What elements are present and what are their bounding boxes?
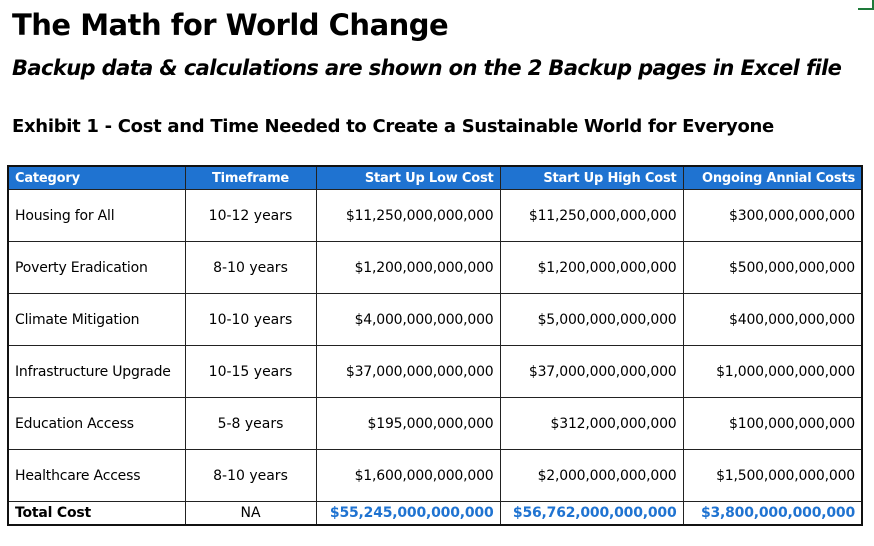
cell-category[interactable]: Housing for All xyxy=(7,189,186,242)
cell-timeframe[interactable]: 5-8 years xyxy=(184,397,317,450)
cell-low-cost[interactable]: $1,600,000,000,000 xyxy=(315,449,501,502)
exhibit-title: Exhibit 1 - Cost and Time Needed to Crea… xyxy=(12,116,774,137)
cell-category[interactable]: Poverty Eradication xyxy=(7,241,186,294)
table-row: Poverty Eradication 8-10 years $1,200,00… xyxy=(7,241,863,294)
total-timeframe[interactable]: NA xyxy=(184,501,317,526)
cell-low-cost[interactable]: $11,250,000,000,000 xyxy=(315,189,501,242)
cell-category[interactable]: Climate Mitigation xyxy=(7,293,186,346)
total-high-cost[interactable]: $56,762,000,000,000 xyxy=(499,501,684,526)
total-ongoing-cost[interactable]: $3,800,000,000,000 xyxy=(682,501,863,526)
cell-timeframe[interactable]: 8-10 years xyxy=(184,241,317,294)
cell-low-cost[interactable]: $4,000,000,000,000 xyxy=(315,293,501,346)
total-row: Total Cost NA $55,245,000,000,000 $56,76… xyxy=(7,501,863,526)
selection-corner-marker xyxy=(858,0,874,10)
table-header-row: Category Timeframe Start Up Low Cost Sta… xyxy=(7,165,863,190)
cell-high-cost[interactable]: $37,000,000,000,000 xyxy=(499,345,684,398)
total-label[interactable]: Total Cost xyxy=(7,501,186,526)
header-high-cost[interactable]: Start Up High Cost xyxy=(499,165,684,190)
cell-ongoing-cost[interactable]: $300,000,000,000 xyxy=(682,189,863,242)
header-low-cost[interactable]: Start Up Low Cost xyxy=(315,165,501,190)
table-row: Housing for All 10-12 years $11,250,000,… xyxy=(7,189,863,242)
header-timeframe[interactable]: Timeframe xyxy=(184,165,317,190)
cell-category[interactable]: Education Access xyxy=(7,397,186,450)
header-ongoing-cost[interactable]: Ongoing Annial Costs xyxy=(682,165,863,190)
cell-category[interactable]: Healthcare Access xyxy=(7,449,186,502)
cell-ongoing-cost[interactable]: $1,000,000,000,000 xyxy=(682,345,863,398)
cell-high-cost[interactable]: $11,250,000,000,000 xyxy=(499,189,684,242)
cell-timeframe[interactable]: 8-10 years xyxy=(184,449,317,502)
cell-low-cost[interactable]: $1,200,000,000,000 xyxy=(315,241,501,294)
cell-high-cost[interactable]: $312,000,000,000 xyxy=(499,397,684,450)
table-row: Healthcare Access 8-10 years $1,600,000,… xyxy=(7,449,863,502)
cell-high-cost[interactable]: $2,000,000,000,000 xyxy=(499,449,684,502)
cell-low-cost[interactable]: $195,000,000,000 xyxy=(315,397,501,450)
cell-ongoing-cost[interactable]: $100,000,000,000 xyxy=(682,397,863,450)
cell-timeframe[interactable]: 10-15 years xyxy=(184,345,317,398)
cell-high-cost[interactable]: $1,200,000,000,000 xyxy=(499,241,684,294)
cell-timeframe[interactable]: 10-12 years xyxy=(184,189,317,242)
cell-ongoing-cost[interactable]: $1,500,000,000,000 xyxy=(682,449,863,502)
table-row: Climate Mitigation 10-10 years $4,000,00… xyxy=(7,293,863,346)
cell-category[interactable]: Infrastructure Upgrade xyxy=(7,345,186,398)
total-low-cost[interactable]: $55,245,000,000,000 xyxy=(315,501,501,526)
page-title: The Math for World Change xyxy=(12,8,449,42)
header-category[interactable]: Category xyxy=(7,165,186,190)
cell-ongoing-cost[interactable]: $400,000,000,000 xyxy=(682,293,863,346)
table-row: Education Access 5-8 years $195,000,000,… xyxy=(7,397,863,450)
table-row: Infrastructure Upgrade 10-15 years $37,0… xyxy=(7,345,863,398)
page-subtitle: Backup data & calculations are shown on … xyxy=(12,56,842,80)
cell-low-cost[interactable]: $37,000,000,000,000 xyxy=(315,345,501,398)
cost-table: Category Timeframe Start Up Low Cost Sta… xyxy=(7,165,863,526)
cell-ongoing-cost[interactable]: $500,000,000,000 xyxy=(682,241,863,294)
cell-timeframe[interactable]: 10-10 years xyxy=(184,293,317,346)
cell-high-cost[interactable]: $5,000,000,000,000 xyxy=(499,293,684,346)
